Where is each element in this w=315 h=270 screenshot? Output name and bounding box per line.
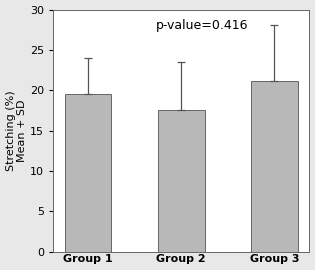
Text: p-value=0.416: p-value=0.416 (156, 19, 248, 32)
Bar (158, 110, 204, 252)
Y-axis label: Stretching (%)
Mean + SD: Stretching (%) Mean + SD (6, 90, 27, 171)
Bar (65, 94, 111, 252)
Bar (251, 81, 298, 252)
